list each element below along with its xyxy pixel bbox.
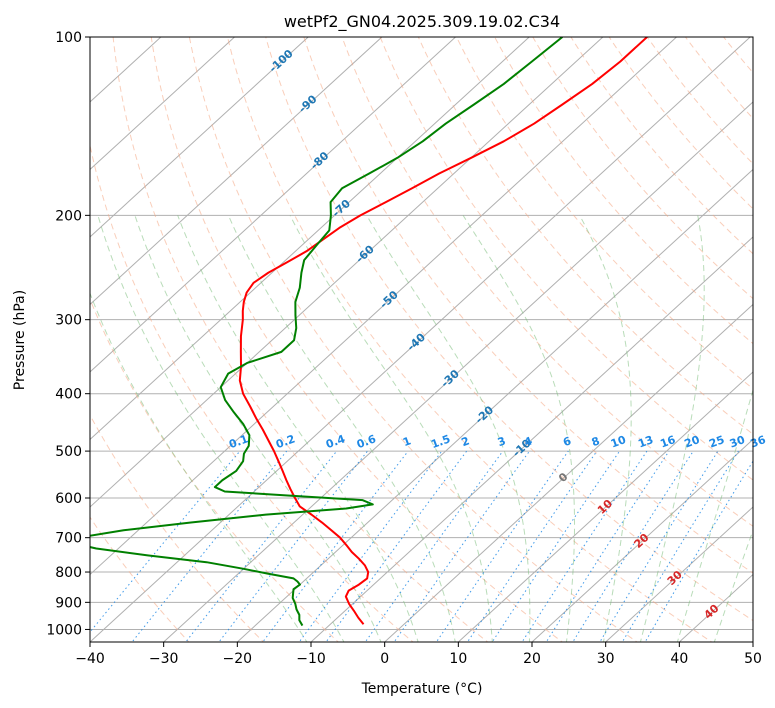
isotherm-line bbox=[162, 101, 753, 642]
mixing-ratio-line bbox=[644, 460, 753, 642]
y-tick-label: 200 bbox=[55, 208, 82, 224]
dry-adiabat-line bbox=[90, 143, 414, 642]
moist-adiabat-line bbox=[462, 215, 576, 642]
x-tick-label: −20 bbox=[223, 651, 253, 667]
mixing-ratio-label: 25 bbox=[707, 433, 726, 450]
x-axis-title: Temperature (°C) bbox=[361, 681, 483, 697]
mixing-ratio-line bbox=[621, 450, 739, 642]
mixing-ratio-label: 30 bbox=[728, 433, 747, 451]
y-tick-label: 1000 bbox=[46, 622, 82, 638]
isotherm-line bbox=[236, 168, 753, 642]
isotherm-line bbox=[90, 37, 457, 373]
moist-adiabat-line bbox=[227, 215, 456, 642]
background-lines bbox=[90, 37, 753, 642]
y-tick-label: 100 bbox=[55, 30, 82, 46]
y-tick-label: 300 bbox=[55, 313, 82, 329]
x-tick-label: 30 bbox=[597, 651, 615, 667]
dry-adiabat-line bbox=[341, 37, 753, 527]
dry-adiabat-line bbox=[90, 516, 190, 642]
dry-adiabat-line bbox=[150, 37, 564, 642]
isotherm-line bbox=[457, 371, 753, 642]
sounding-traces bbox=[90, 37, 648, 627]
mixing-ratio-line bbox=[393, 450, 530, 642]
isotherm-line bbox=[310, 236, 753, 642]
mixing-ratio-line bbox=[466, 450, 598, 642]
mixing-ratio-label: 10 bbox=[609, 433, 628, 451]
mixing-ratio-label: 1.5 bbox=[429, 432, 452, 451]
mixing-ratio-label: 0.6 bbox=[355, 432, 378, 451]
dry-adiabat-line bbox=[379, 37, 753, 481]
dry-adiabat-line bbox=[265, 37, 753, 622]
x-tick-label: 20 bbox=[523, 651, 541, 667]
moist-adiabat-line bbox=[90, 291, 308, 642]
mixing-ratio-line bbox=[599, 450, 719, 642]
mixing-ratio-label: 2 bbox=[460, 434, 472, 449]
y-tick-label: 800 bbox=[55, 565, 82, 581]
dry-adiabat-line bbox=[227, 37, 713, 642]
isotherm-line bbox=[90, 37, 530, 441]
mixing-ratio-line bbox=[572, 450, 694, 642]
mixing-ratio-line bbox=[435, 450, 569, 642]
mixing-ratio-line bbox=[90, 450, 241, 633]
dry-adiabat-line bbox=[570, 37, 753, 255]
y-tick-label: 500 bbox=[55, 444, 82, 460]
temperature-trace bbox=[238, 37, 648, 625]
mixing-ratio-line bbox=[218, 450, 368, 642]
dry-adiabat-line bbox=[90, 297, 339, 642]
isotherm-line bbox=[90, 37, 236, 171]
chart-title: wetPf2_GN04.2025.309.19.02.C34 bbox=[284, 12, 560, 32]
dry-adiabat-line bbox=[188, 37, 638, 642]
y-tick-label: 900 bbox=[55, 595, 82, 611]
y-axis-title: Pressure (hPa) bbox=[12, 290, 28, 390]
x-tick-label: 40 bbox=[670, 651, 688, 667]
mixing-ratio-label: 1 bbox=[401, 434, 413, 449]
mixing-ratio-label: 13 bbox=[636, 433, 655, 450]
mixing-ratio-label: 4 bbox=[522, 434, 534, 449]
mixing-ratio-label: 0.1 bbox=[227, 432, 250, 451]
mixing-ratio-label: 6 bbox=[561, 434, 573, 449]
dewpoint-trace bbox=[90, 37, 563, 627]
moist-adiabat-line bbox=[134, 215, 382, 642]
y-tick-label: 400 bbox=[55, 387, 82, 403]
x-tick-label: −40 bbox=[75, 651, 105, 667]
x-tick-label: −30 bbox=[149, 651, 179, 667]
isotherm-line bbox=[383, 303, 753, 642]
x-tick-label: 50 bbox=[744, 651, 762, 667]
moist-adiabat-line bbox=[579, 215, 632, 642]
plot-frame bbox=[89, 36, 754, 643]
dry-adiabat-line bbox=[112, 37, 489, 642]
dry-adiabat-line bbox=[417, 37, 753, 435]
isotherm-line bbox=[90, 37, 383, 306]
moist-adiabat-line bbox=[366, 215, 531, 642]
mixing-ratio-line bbox=[131, 450, 288, 642]
y-tick-label: 700 bbox=[55, 531, 82, 547]
isotherm-line bbox=[604, 506, 753, 642]
x-tick-label: 10 bbox=[449, 651, 467, 667]
isotherm-line bbox=[90, 37, 678, 576]
isotherm-line bbox=[90, 37, 309, 238]
mixing-ratio-label: 8 bbox=[590, 434, 602, 449]
x-tick-label: −10 bbox=[296, 651, 326, 667]
axes: −40 −30 −20 −10 0 10 20 30 40 5010020030040050060… bbox=[46, 30, 762, 667]
isotherm-line bbox=[90, 37, 604, 508]
isotherm-line bbox=[531, 438, 753, 642]
mixing-ratio-label: 3 bbox=[496, 434, 508, 449]
mixing-ratio-line bbox=[185, 450, 338, 642]
mixing-ratio-label: 0.2 bbox=[274, 432, 297, 451]
dry-adiabat-line bbox=[455, 37, 753, 390]
y-tick-label: 600 bbox=[55, 491, 82, 507]
dry-adiabat-line bbox=[494, 37, 753, 345]
mixing-ratio-label: 0.4 bbox=[324, 432, 347, 451]
dry-adiabat-line bbox=[608, 37, 753, 210]
mixing-ratio-label: 20 bbox=[683, 433, 702, 451]
moist-adiabat-line bbox=[97, 215, 345, 642]
mixing-ratio-label: 16 bbox=[658, 433, 677, 451]
x-tick-label: 0 bbox=[380, 651, 389, 667]
isotherm-line bbox=[90, 37, 751, 642]
mixing-ratio-line bbox=[364, 450, 504, 642]
